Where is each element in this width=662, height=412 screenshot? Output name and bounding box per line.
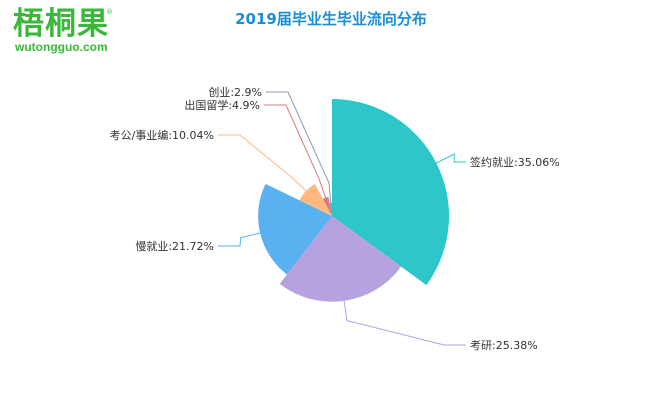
- logo-brand: 梧桐果: [13, 6, 109, 42]
- slice-leader-line: [218, 134, 307, 192]
- chart-title: 2019届毕业生毕业流向分布: [235, 10, 427, 28]
- slice-label: 出国留学:4.9%: [184, 98, 260, 112]
- slice-label: 考公/事业编:10.04%: [110, 128, 214, 142]
- pie-slice: [322, 196, 332, 216]
- logo-url: wutongguo.com: [15, 40, 108, 54]
- pie-slice: [279, 216, 402, 302]
- pie-slice: [299, 184, 332, 216]
- pie-slice: [332, 98, 450, 286]
- slice-leader-line: [266, 91, 332, 204]
- slice-leader-line: [218, 232, 261, 247]
- slice-label: 签约就业:35.06%: [470, 155, 560, 169]
- logo-registered-mark: ®: [106, 8, 113, 16]
- slice-leader-line: [343, 300, 466, 346]
- pie-slice: [329, 203, 332, 216]
- pie-slice: [258, 183, 332, 275]
- slice-label: 考研:25.38%: [470, 339, 538, 352]
- slice-leader-line: [264, 104, 327, 198]
- slice-leader-line: [436, 153, 466, 164]
- slice-label: 慢就业:21.72%: [135, 239, 214, 253]
- slice-label: 创业:2.9%: [208, 86, 262, 99]
